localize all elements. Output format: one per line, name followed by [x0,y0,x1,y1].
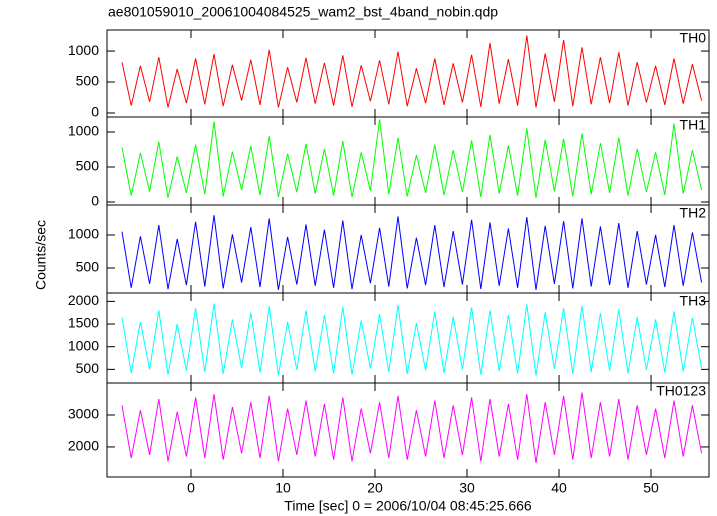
series-line [121,119,703,198]
x-tick-label: 50 [643,480,659,496]
y-tick-label: 0 [91,193,99,209]
y-axis-label: Counts/sec [33,220,49,290]
y-tick-label: 3000 [68,406,99,422]
x-tick-label: 30 [459,480,475,496]
series-name: TH3 [680,293,707,309]
y-tick-label: 0 [91,104,99,120]
chart-title: ae801059010_20061004084525_wam2_bst_4ban… [108,4,498,20]
y-tick-label: 2000 [68,438,99,454]
series-name: TH1 [680,117,707,133]
series-line [121,215,703,290]
y-tick-label: 1500 [68,315,99,331]
x-tick-label: 10 [275,480,291,496]
y-tick-label: 500 [76,73,100,89]
panel-frame [106,204,710,294]
y-tick-label: 1000 [68,123,99,139]
x-tick-label: 0 [187,480,195,496]
series-name: TH0123 [656,383,706,399]
y-tick-label: 500 [76,360,100,376]
x-tick-label: 20 [367,480,383,496]
series-name: TH2 [680,205,707,221]
y-tick-label: 1000 [68,337,99,353]
y-tick-label: 500 [76,158,100,174]
x-tick-label: 40 [551,480,567,496]
x-axis-label: Time [sec] 0 = 2006/10/04 08:45:25.666 [284,498,532,514]
y-tick-label: 1000 [68,42,99,58]
series-line [121,303,703,376]
series-line [121,35,703,108]
y-tick-label: 500 [76,259,100,275]
y-tick-label: 1000 [68,226,99,242]
y-tick-label: 2000 [68,292,99,308]
panel-frame [106,382,710,478]
series-line [121,392,703,463]
series-name: TH0 [680,30,707,46]
